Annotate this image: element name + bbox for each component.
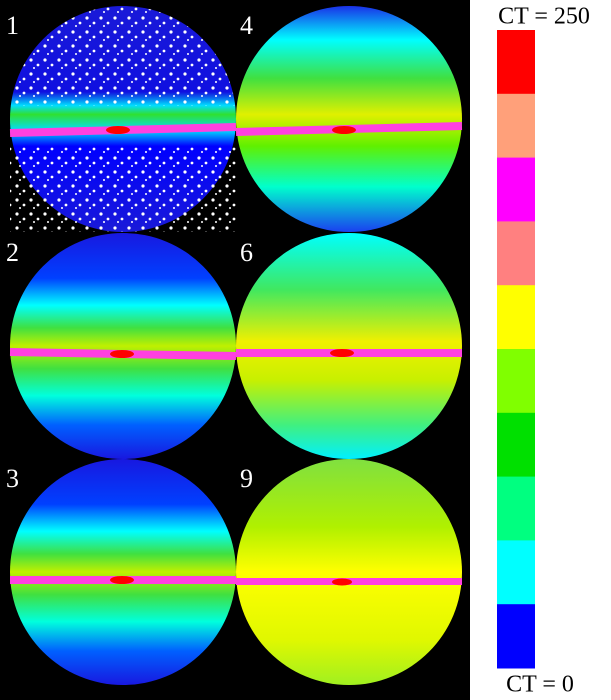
color-band [497, 94, 535, 158]
ct-panel [10, 459, 236, 685]
colorbar [497, 30, 535, 669]
ct-panel [236, 6, 462, 232]
color-band [497, 221, 535, 285]
ct-panel [236, 233, 462, 459]
panel-label: 3 [6, 464, 19, 493]
color-band [497, 285, 535, 349]
colorbar-top-label: CT = 250 [498, 4, 590, 30]
colorbar-bottom-label: CT = 0 [506, 672, 574, 698]
ct-panel [236, 459, 462, 685]
color-band [497, 477, 535, 541]
panel-label: 6 [240, 238, 253, 267]
panel-label: 2 [6, 238, 19, 267]
color-band [497, 413, 535, 477]
panel-label: 4 [240, 11, 253, 40]
panel-label: 9 [240, 464, 253, 493]
figure: 1 4 2 6 3 9 CT = 250 CT = 0 [0, 0, 611, 700]
ct-panel [10, 233, 236, 459]
color-band [497, 349, 535, 413]
color-band [497, 158, 535, 222]
panel-label: 1 [6, 11, 19, 40]
ct-panel [10, 6, 236, 232]
color-band [497, 540, 535, 604]
color-band [497, 30, 535, 94]
color-band [497, 604, 535, 668]
